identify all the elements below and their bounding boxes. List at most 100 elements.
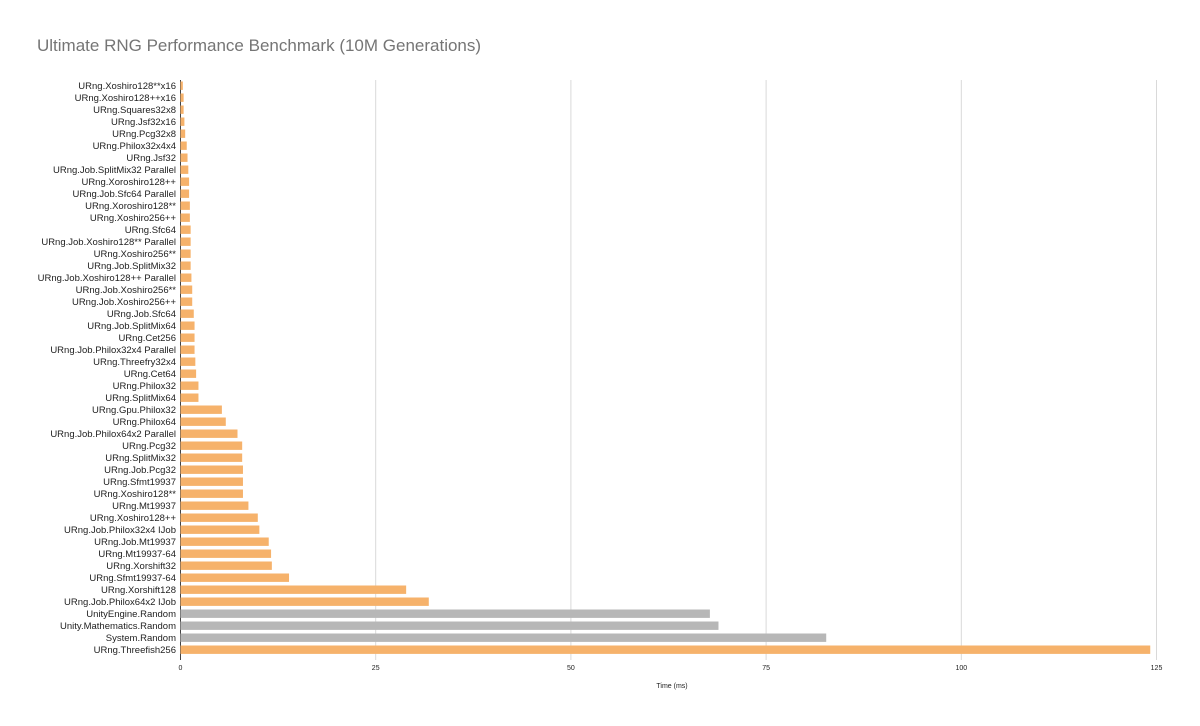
category-label: URng.Sfmt19937 <box>103 477 176 488</box>
bar <box>180 333 195 342</box>
bar <box>180 465 243 474</box>
bar <box>180 201 190 210</box>
bar <box>180 213 190 222</box>
category-label: URng.Pcg32 <box>122 441 176 452</box>
category-label: URng.Philox64 <box>113 417 176 428</box>
category-label: URng.Threefry32x4 <box>93 357 176 368</box>
bar <box>180 261 191 270</box>
category-label: URng.Job.Pcg32 <box>104 465 176 476</box>
category-label: UnityEngine.Random <box>86 609 176 620</box>
bar <box>180 633 827 642</box>
x-tick-label: 100 <box>955 665 967 672</box>
bar <box>180 405 222 414</box>
bars <box>180 81 1151 654</box>
bar <box>180 597 429 606</box>
category-label: URng.Job.Philox64x2 IJob <box>64 597 176 608</box>
category-label: URng.Mt19937 <box>112 501 176 512</box>
category-label: URng.SplitMix64 <box>105 393 176 404</box>
bar <box>180 369 197 378</box>
x-tick-labels: 0 25 50 75 100 125 <box>179 665 1163 672</box>
category-label: URng.Philox32x4x4 <box>93 141 176 152</box>
bar <box>180 237 191 246</box>
x-tick-label: 25 <box>372 665 380 672</box>
bar <box>180 285 193 294</box>
category-label: URng.Job.Xoshiro256** <box>76 285 177 296</box>
category-label: URng.Pcg32x8 <box>112 129 176 140</box>
x-tick-label: 75 <box>762 665 770 672</box>
bar <box>180 549 272 558</box>
bar <box>180 429 238 438</box>
category-label: URng.Jsf32x16 <box>111 117 176 128</box>
bar <box>180 153 188 162</box>
bar <box>180 177 190 186</box>
x-tick-label: 125 <box>1151 665 1163 672</box>
category-label: URng.Mt19937-64 <box>98 549 176 560</box>
category-label: URng.Job.Philox32x4 Parallel <box>50 345 176 356</box>
bar <box>180 489 243 498</box>
bar <box>180 249 191 258</box>
bar <box>180 561 272 570</box>
category-label: URng.Xoroshiro128++ <box>81 177 176 188</box>
category-labels: URng.Xoshiro128**x16URng.Xoshiro128++x16… <box>38 81 177 656</box>
category-label: URng.SplitMix32 <box>105 453 176 464</box>
category-label: URng.Job.Philox32x4 IJob <box>64 525 176 536</box>
category-label: URng.Philox32 <box>113 381 176 392</box>
category-label: Unity.Mathematics.Random <box>60 621 176 632</box>
bar <box>180 585 407 594</box>
category-label: URng.Xorshift128 <box>101 585 176 596</box>
category-label: URng.Job.Sfc64 Parallel <box>73 189 177 200</box>
category-label: URng.Cet256 <box>118 333 176 344</box>
category-label: URng.Job.SplitMix32 <box>87 261 176 272</box>
category-label: URng.Jsf32 <box>126 153 176 164</box>
bar <box>180 165 189 174</box>
bar <box>180 477 243 486</box>
bar <box>180 129 186 138</box>
bar <box>180 105 184 114</box>
x-tick-label: 50 <box>567 665 575 672</box>
bar <box>180 381 199 390</box>
category-label: URng.Xoshiro128++ <box>90 513 177 524</box>
bar <box>180 321 195 330</box>
bar <box>180 225 191 234</box>
bar <box>180 357 196 366</box>
bar <box>180 573 290 582</box>
category-label: URng.Xoroshiro128** <box>85 201 176 212</box>
bar <box>180 621 719 630</box>
bar <box>180 117 185 126</box>
bar <box>180 609 710 618</box>
category-label: URng.Threefish256 <box>94 645 176 656</box>
chart-title: Ultimate RNG Performance Benchmark (10M … <box>37 36 482 55</box>
bar <box>180 513 258 522</box>
x-axis-label: Time (ms) <box>656 683 687 690</box>
gridlines <box>180 80 1157 660</box>
bar <box>180 273 192 282</box>
bar <box>180 297 193 306</box>
category-label: URng.Xoshiro256++ <box>90 213 177 224</box>
bar <box>180 645 1151 654</box>
category-label: System.Random <box>106 633 176 644</box>
bar <box>180 309 194 318</box>
category-label: URng.Xoshiro128++x16 <box>75 93 176 104</box>
category-label: URng.Xoshiro128**x16 <box>78 81 176 92</box>
bar <box>180 345 195 354</box>
category-label: URng.Squares32x8 <box>93 105 176 116</box>
category-label: URng.Xorshift32 <box>106 561 176 572</box>
category-label: URng.Sfmt19937-64 <box>89 573 176 584</box>
category-label: URng.Job.SplitMix64 <box>87 321 176 332</box>
bar <box>180 525 260 534</box>
bar <box>180 501 249 510</box>
category-label: URng.Job.Xoshiro128++ Parallel <box>38 273 176 284</box>
category-label: URng.Job.Xoshiro256++ <box>72 297 176 308</box>
bar <box>180 93 184 102</box>
bar <box>180 189 190 198</box>
category-label: URng.Gpu.Philox32 <box>92 405 176 416</box>
bar <box>180 453 243 462</box>
category-label: URng.Xoshiro128** <box>94 489 177 500</box>
category-label: URng.Xoshiro256** <box>94 249 177 260</box>
bar <box>180 393 199 402</box>
category-label: URng.Job.Philox64x2 Parallel <box>50 429 176 440</box>
category-label: URng.Job.SplitMix32 Parallel <box>53 165 176 176</box>
bar <box>180 141 187 150</box>
bar <box>180 441 243 450</box>
